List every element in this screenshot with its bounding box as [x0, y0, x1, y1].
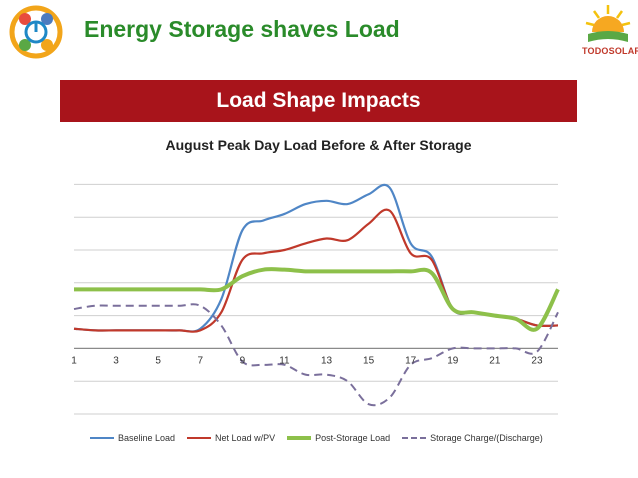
legend-swatch-baseline — [90, 437, 114, 439]
chart-title: August Peak Day Load Before & After Stor… — [165, 137, 472, 153]
series-line-storage-charge-discharge — [73, 303, 559, 407]
legend-swatch-net-load — [187, 437, 212, 439]
legend-label-post-storage: Post-Storage Load — [315, 433, 391, 443]
legend-label-baseline: Baseline Load — [118, 433, 176, 443]
x-tick-label: 23 — [531, 355, 543, 366]
series-line-post-storage-load — [73, 267, 560, 332]
x-tick-label: 3 — [113, 355, 119, 366]
banner-title: Load Shape Impacts — [60, 80, 577, 122]
chart-legend: Baseline Load Net Load w/PV Post-Storage… — [90, 431, 570, 445]
x-tick-label: 21 — [489, 355, 501, 366]
x-tick-label: 9 — [240, 355, 246, 366]
legend-swatch-storage-charge — [402, 437, 427, 439]
x-tick-label: 7 — [197, 355, 203, 366]
x-tick-label: 19 — [447, 355, 459, 366]
legend-label-storage-charge: Storage Charge/(Discharge) — [430, 433, 543, 443]
legend-label-net-load: Net Load w/PV — [215, 433, 276, 443]
slide-title: Energy Storage shaves Load — [84, 16, 400, 42]
x-tick-label: 11 — [279, 355, 290, 366]
legend-item-baseline: Baseline Load — [90, 433, 175, 443]
logo-wordmark: TODOSOLAR — [582, 46, 638, 56]
legend-item-net-load: Net Load w/PV — [187, 433, 275, 443]
company-logo-icon — [9, 5, 63, 59]
sun-logo-icon — [585, 5, 631, 42]
legend-item-storage-charge: Storage Charge/(Discharge) — [402, 433, 543, 443]
legend-item-post-storage: Post-Storage Load — [287, 433, 390, 443]
x-tick-label: 1 — [71, 355, 77, 366]
legend-swatch-post-storage — [287, 436, 312, 440]
x-tick-label: 13 — [321, 355, 333, 366]
x-tick-label: 17 — [405, 355, 417, 366]
series-line-baseline-load — [73, 183, 559, 333]
x-tick-label: 5 — [155, 355, 161, 366]
x-tick-label: 15 — [363, 355, 375, 366]
